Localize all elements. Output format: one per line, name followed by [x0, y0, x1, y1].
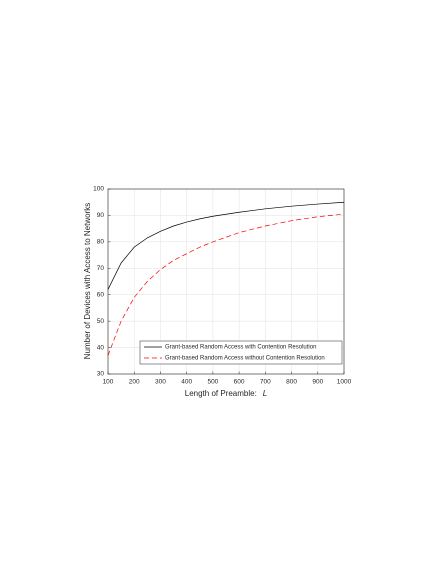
y-tick-label: 50 — [97, 318, 105, 325]
x-tick-label: 600 — [234, 379, 245, 386]
x-tick-label: 900 — [312, 379, 323, 386]
x-tick-label: 200 — [129, 379, 140, 386]
y-tick-label: 30 — [97, 371, 105, 378]
x-tick-label: 400 — [181, 379, 192, 386]
legend-box — [139, 340, 343, 365]
plot-frame — [107, 188, 345, 375]
y-tick-label: 80 — [97, 239, 105, 246]
legend-label: Grant-based Random Access without Conten… — [165, 356, 325, 362]
x-tick-label: 300 — [155, 379, 166, 386]
y-axis-label: Number of Devices with Access to Network… — [83, 203, 92, 360]
x-tick-label: 100 — [103, 379, 114, 386]
y-tick-label: 90 — [97, 212, 105, 219]
line-series — [107, 213, 345, 356]
y-tick-label: 60 — [97, 291, 105, 298]
x-tick-label: 1000 — [337, 379, 352, 386]
legend-label: Grant-based Random Access with Contentio… — [165, 345, 316, 351]
line-series — [107, 201, 345, 290]
y-tick-label: 40 — [97, 344, 105, 351]
x-tick-label: 500 — [207, 379, 218, 386]
x-axis-label: Length of Preamble: L — [185, 389, 268, 398]
y-tick-label: 70 — [97, 265, 105, 272]
x-tick-label: 700 — [260, 379, 271, 386]
x-tick-label: 800 — [286, 379, 297, 386]
y-tick-label: 100 — [93, 186, 104, 193]
